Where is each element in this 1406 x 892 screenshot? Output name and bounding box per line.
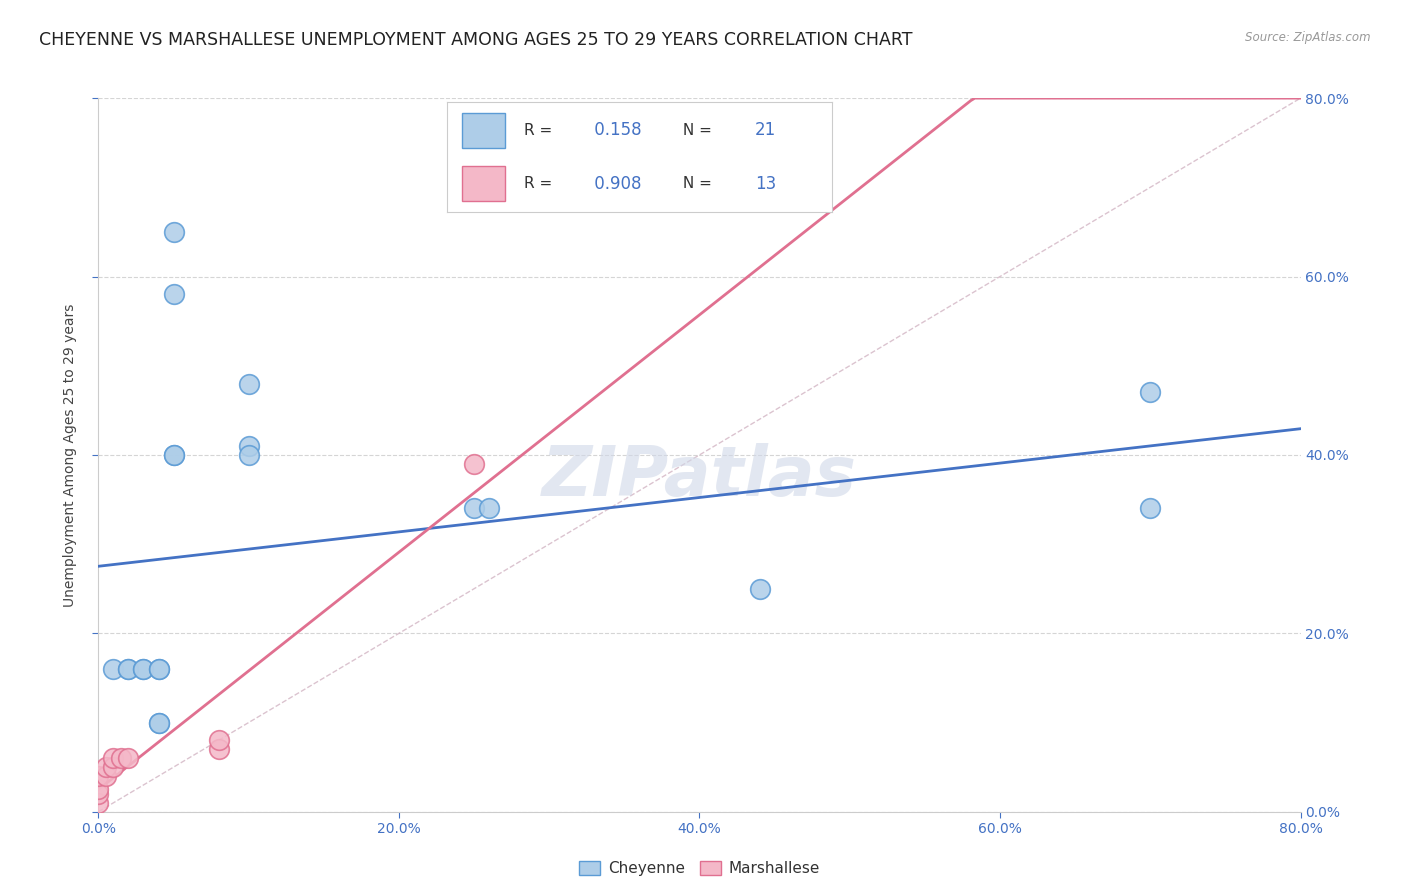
Point [94, 760, 117, 774]
Point [87, 769, 110, 783]
Point [162, 225, 184, 239]
Text: CHEYENNE VS MARSHALLESE UNEMPLOYMENT AMONG AGES 25 TO 29 YEARS CORRELATION CHART: CHEYENNE VS MARSHALLESE UNEMPLOYMENT AMO… [39, 31, 912, 49]
Point [478, 501, 501, 516]
Point [162, 448, 184, 462]
Point [117, 751, 139, 765]
Point [1139, 385, 1161, 400]
Point [162, 448, 184, 462]
Point [463, 457, 485, 471]
Text: ZIPatlas: ZIPatlas [541, 442, 858, 510]
Point [117, 662, 139, 676]
Point [148, 662, 170, 676]
Point [1139, 501, 1161, 516]
Point [463, 501, 485, 516]
Point [110, 751, 132, 765]
Point [148, 715, 170, 730]
Point [94, 769, 117, 783]
Point [117, 662, 139, 676]
Point [162, 287, 184, 301]
Point [132, 662, 155, 676]
Point [238, 439, 260, 453]
Point [87, 782, 110, 797]
Point [238, 448, 260, 462]
Point [87, 796, 110, 810]
Legend: Cheyenne, Marshallese: Cheyenne, Marshallese [572, 855, 827, 882]
Point [148, 715, 170, 730]
Text: Source: ZipAtlas.com: Source: ZipAtlas.com [1246, 31, 1371, 45]
Point [148, 662, 170, 676]
Point [87, 787, 110, 801]
Point [238, 376, 260, 391]
Point [208, 742, 231, 756]
Y-axis label: Unemployment Among Ages 25 to 29 years: Unemployment Among Ages 25 to 29 years [63, 303, 77, 607]
Point [132, 662, 155, 676]
Point [103, 751, 125, 765]
Point [748, 582, 770, 596]
Point [103, 662, 125, 676]
Point [103, 760, 125, 774]
Point [208, 733, 231, 747]
